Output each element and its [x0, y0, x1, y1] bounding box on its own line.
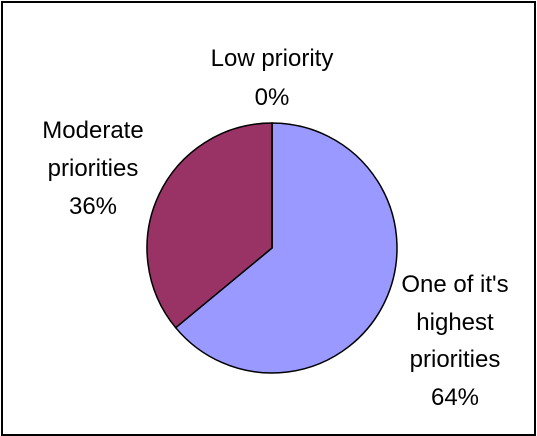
slice-label-highest-line2: highest: [416, 309, 494, 336]
slice-label-moderate-line2: priorities: [48, 155, 139, 182]
slice-label-moderate-line1: Moderate: [42, 117, 143, 144]
slice-label-low-priority: Low priority: [211, 45, 334, 72]
pie-slice-moderate-priorities: [146, 122, 273, 329]
slice-label-highest-line1: One of it's: [401, 271, 508, 298]
slice-percent-highest: 64%: [431, 384, 479, 411]
pie-slice-highest-priorities: [174, 122, 398, 374]
slice-percent-moderate: 36%: [69, 193, 117, 220]
slice-label-highest-line3: priorities: [410, 346, 501, 373]
slice-percent-low-priority: 0%: [255, 84, 290, 111]
